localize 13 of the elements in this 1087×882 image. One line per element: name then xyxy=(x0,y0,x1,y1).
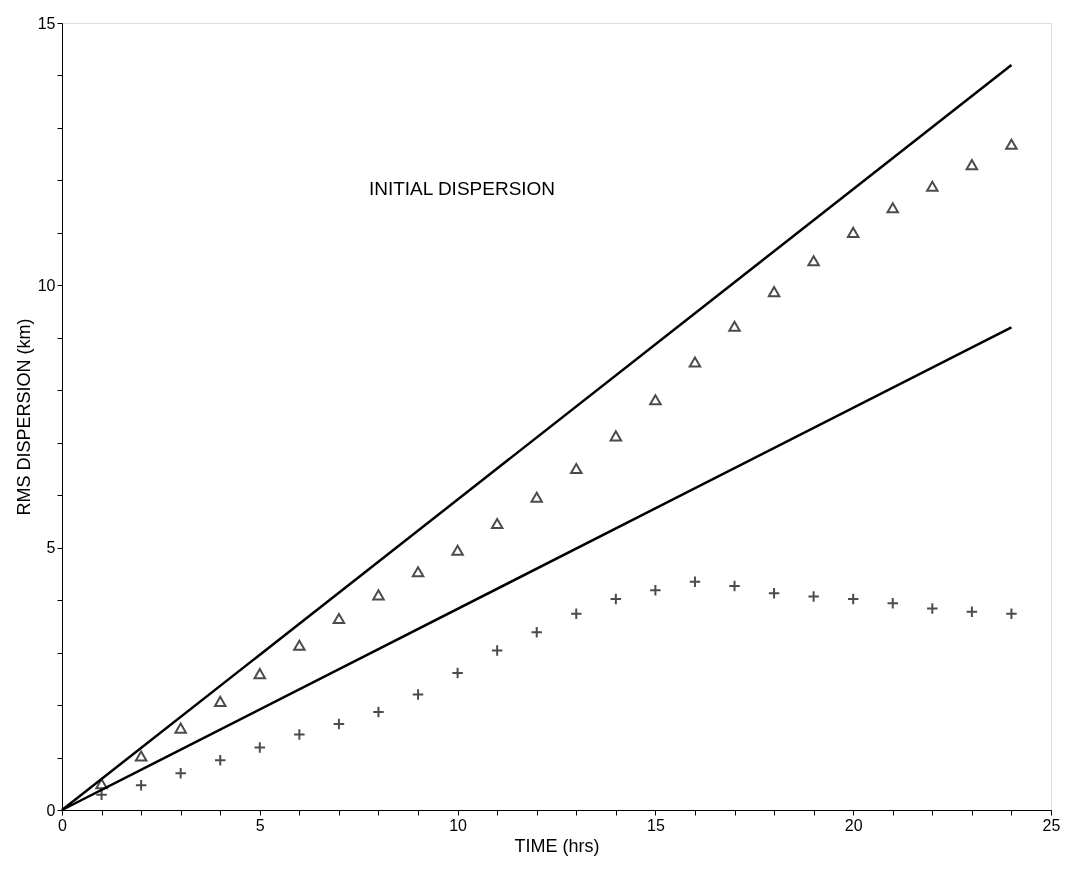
x-tick-label: 15 xyxy=(647,816,665,834)
x-tick-label: 10 xyxy=(449,816,468,834)
y-axis-title: RMS DISPERSION (km) xyxy=(13,318,34,516)
x-tick-label: 0 xyxy=(58,816,68,834)
x-axis-title: TIME (hrs) xyxy=(514,835,600,856)
x-tick-label: 5 xyxy=(255,816,265,834)
y-tick-label: 10 xyxy=(37,276,56,294)
y-tick-label: 15 xyxy=(37,14,56,32)
y-tick-label: 0 xyxy=(46,801,56,819)
x-tick-label: 20 xyxy=(844,816,863,834)
annotation: INITIAL DISPERSION xyxy=(368,178,556,199)
y-tick-label: 5 xyxy=(46,539,56,557)
x-tick-label: 25 xyxy=(1042,816,1061,834)
